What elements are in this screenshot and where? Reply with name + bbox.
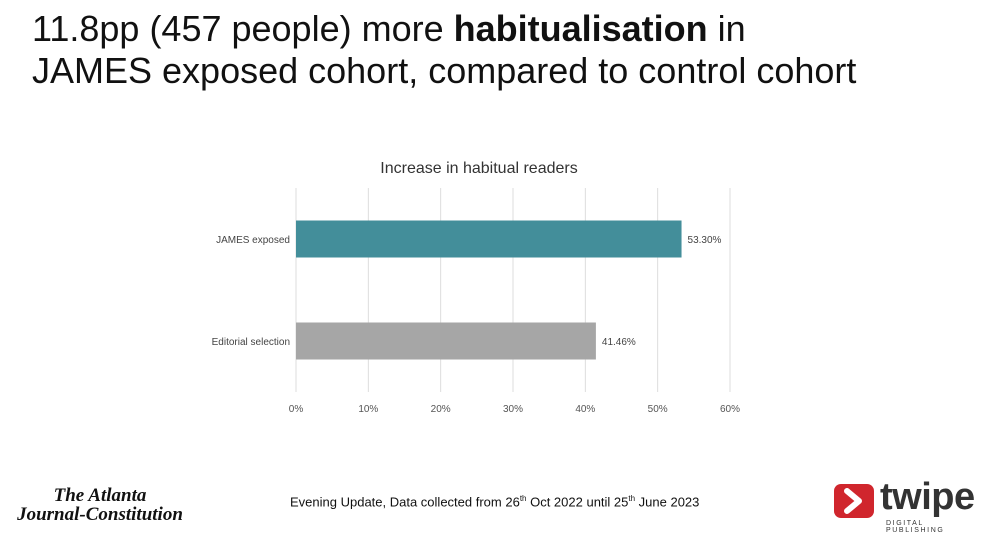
source-note: Evening Update, Data collected from 26th… xyxy=(290,494,699,509)
ajc-logo-line2: Journal-Constitution xyxy=(17,504,183,525)
chart-title: Increase in habitual readers xyxy=(380,160,577,177)
source-text-3: June 2023 xyxy=(635,494,700,510)
bar xyxy=(296,220,682,258)
chart-bars: JAMES exposed 53.30% Editorial selection 41… xyxy=(212,220,722,360)
headline-line2: JAMES exposed cohort, compared to contro… xyxy=(32,50,857,91)
source-text-2: Oct 2022 until 25 xyxy=(526,494,629,510)
chart-x-ticks: 0% 10% 20% 30% 40% 50% 60% xyxy=(289,404,740,415)
twipe-wordmark: twipe xyxy=(880,476,975,518)
x-tick-label: 20% xyxy=(431,404,451,415)
twipe-chevron-icon xyxy=(834,484,874,518)
headline-bold: habitualisation xyxy=(453,8,708,49)
ajc-logo: The Atlanta Journal-Constitution xyxy=(10,486,190,524)
headline-part1: 11.8pp (457 people) more xyxy=(32,8,454,49)
x-tick-label: 0% xyxy=(289,404,304,415)
twipe-logo: twipe DIGITAL PUBLISHING xyxy=(834,476,979,534)
category-label: Editorial selection xyxy=(212,337,290,348)
ajc-logo-line1: The Atlanta xyxy=(53,485,147,506)
category-label: JAMES exposed xyxy=(216,235,290,246)
source-sup-1: th xyxy=(519,494,527,503)
twipe-tagline: DIGITAL PUBLISHING xyxy=(886,520,945,534)
value-label: 53.30% xyxy=(688,235,722,246)
headline: 11.8pp (457 people) more habitualisation… xyxy=(32,8,962,92)
x-tick-label: 50% xyxy=(648,404,668,415)
x-tick-label: 10% xyxy=(358,404,378,415)
x-tick-label: 40% xyxy=(575,404,595,415)
source-sup-2: th xyxy=(628,494,636,503)
bar xyxy=(296,322,596,360)
value-label: 41.46% xyxy=(602,337,636,348)
x-tick-label: 30% xyxy=(503,404,523,415)
headline-part2: in xyxy=(707,8,746,49)
source-text-1: Evening Update, Data collected from 26 xyxy=(290,494,520,510)
x-tick-label: 60% xyxy=(720,404,740,415)
chart-grid xyxy=(295,188,731,392)
